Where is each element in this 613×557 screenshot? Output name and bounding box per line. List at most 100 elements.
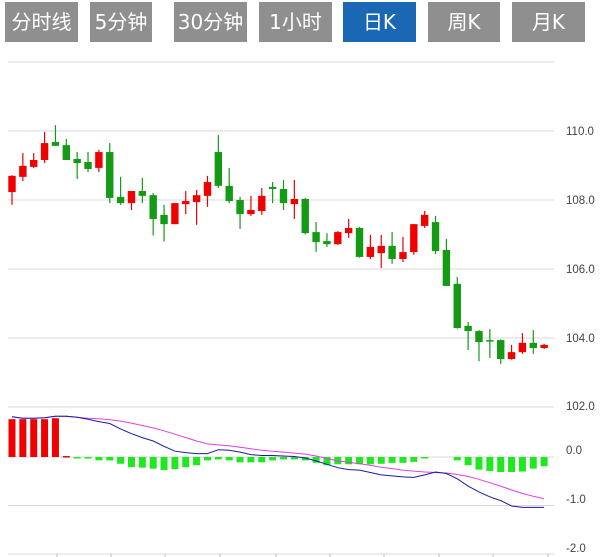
macd-bar — [160, 457, 168, 471]
candle-body — [334, 232, 342, 245]
axis-labels: 110.0 108.0 106.0 104.0 102.0 0.0 -1.0 -… — [566, 126, 595, 555]
macd-bar — [127, 457, 135, 468]
candle-body — [301, 198, 309, 234]
candle-body — [279, 188, 288, 204]
macd-bar — [377, 457, 385, 464]
candle-body — [410, 224, 418, 253]
tab-monthly-k[interactable]: 月K — [512, 2, 585, 42]
macd-bar — [410, 457, 418, 462]
price-tick-label: 104.0 — [566, 333, 595, 345]
macd-bar — [269, 457, 277, 461]
macd-bar — [182, 457, 190, 468]
macd-bar — [106, 457, 114, 461]
candle-body — [464, 325, 472, 332]
period-tabs: 分时线 5分钟 30分钟 1小时 日K 周K 月K — [0, 0, 613, 44]
macd-bar — [301, 457, 309, 461]
macd-bar — [138, 457, 146, 468]
macd-bar — [529, 457, 537, 469]
candle-body — [8, 175, 16, 193]
macd-bar — [366, 457, 374, 465]
candle-body — [160, 214, 168, 225]
macd-bar — [290, 457, 298, 460]
candle-body — [106, 152, 114, 198]
candle-body — [355, 227, 364, 257]
macd-bar — [388, 457, 396, 463]
tab-30min[interactable]: 30分钟 — [174, 2, 247, 42]
candle-body — [475, 331, 483, 343]
macd-bar — [323, 457, 331, 466]
tab-1hour[interactable]: 1小时 — [259, 2, 332, 42]
candle-body — [290, 198, 299, 205]
macd-bar — [345, 457, 353, 465]
candle-body — [214, 152, 223, 186]
candle-body — [258, 195, 266, 212]
macd-bar — [497, 457, 505, 473]
tab-weekly-k[interactable]: 周K — [428, 2, 500, 42]
tab-intraday[interactable]: 分时线 — [5, 2, 78, 42]
macd-bar — [518, 457, 526, 472]
candle-body — [486, 340, 494, 342]
macd-bar — [19, 419, 27, 457]
macd-bar — [171, 457, 179, 470]
tab-5min[interactable]: 5分钟 — [90, 2, 152, 42]
candle-body — [192, 195, 201, 203]
macd-bar — [280, 457, 287, 460]
candle-body — [507, 352, 516, 360]
candle-body — [51, 142, 60, 146]
macd-bar — [399, 457, 407, 463]
macd-bar — [84, 457, 92, 459]
candle-body — [366, 246, 375, 257]
candle-body — [84, 162, 92, 169]
grid-lines — [8, 61, 554, 557]
macd-bar — [486, 457, 494, 472]
price-tick-label: 108.0 — [566, 195, 595, 207]
macd-histogram — [8, 418, 548, 473]
candle-body — [377, 245, 385, 254]
macd-bar — [30, 419, 38, 457]
candle-body — [30, 159, 38, 167]
macd-bar — [258, 457, 266, 463]
macd-tick-label: -2.0 — [566, 543, 586, 555]
candle-body — [225, 185, 233, 202]
macd-bar — [247, 457, 255, 463]
macd-bar — [8, 419, 16, 457]
candle-body — [497, 340, 505, 360]
candle-body — [62, 145, 70, 160]
candle-body — [442, 250, 451, 286]
candle-body — [540, 344, 548, 349]
tab-daily-k[interactable]: 日K — [343, 2, 416, 42]
candle-body — [73, 158, 81, 164]
candle-body — [203, 182, 212, 196]
macd-bar — [41, 419, 49, 457]
price-tick-label: 110.0 — [566, 126, 594, 138]
candle-body — [247, 210, 255, 215]
macd-bar — [214, 457, 222, 460]
candle-body — [182, 201, 190, 205]
macd-lines — [11, 415, 545, 508]
macd-bar — [62, 456, 70, 458]
candle-body — [518, 342, 527, 353]
candlesticks — [8, 125, 548, 364]
macd-bar — [475, 457, 483, 470]
candle-body — [19, 165, 27, 177]
macd-bar — [51, 418, 59, 457]
candle-body — [149, 195, 157, 219]
price-tick-label: 102.0 — [566, 401, 595, 413]
candle-body — [40, 143, 49, 160]
candle-body — [127, 191, 136, 204]
price-tick-label: 106.0 — [566, 264, 595, 276]
candle-body — [453, 283, 461, 328]
macd-tick-label: -1.0 — [566, 494, 586, 506]
candle-body — [171, 203, 179, 225]
macd-bar — [421, 457, 429, 459]
candle-body — [388, 245, 396, 259]
macd-bar — [453, 457, 461, 461]
dea-line — [11, 415, 545, 500]
macd-bar — [508, 457, 516, 473]
candle-body — [399, 252, 407, 259]
macd-bar — [149, 457, 157, 469]
macd-bar — [95, 457, 103, 461]
macd-bar — [540, 457, 548, 467]
macd-bar — [356, 457, 364, 465]
